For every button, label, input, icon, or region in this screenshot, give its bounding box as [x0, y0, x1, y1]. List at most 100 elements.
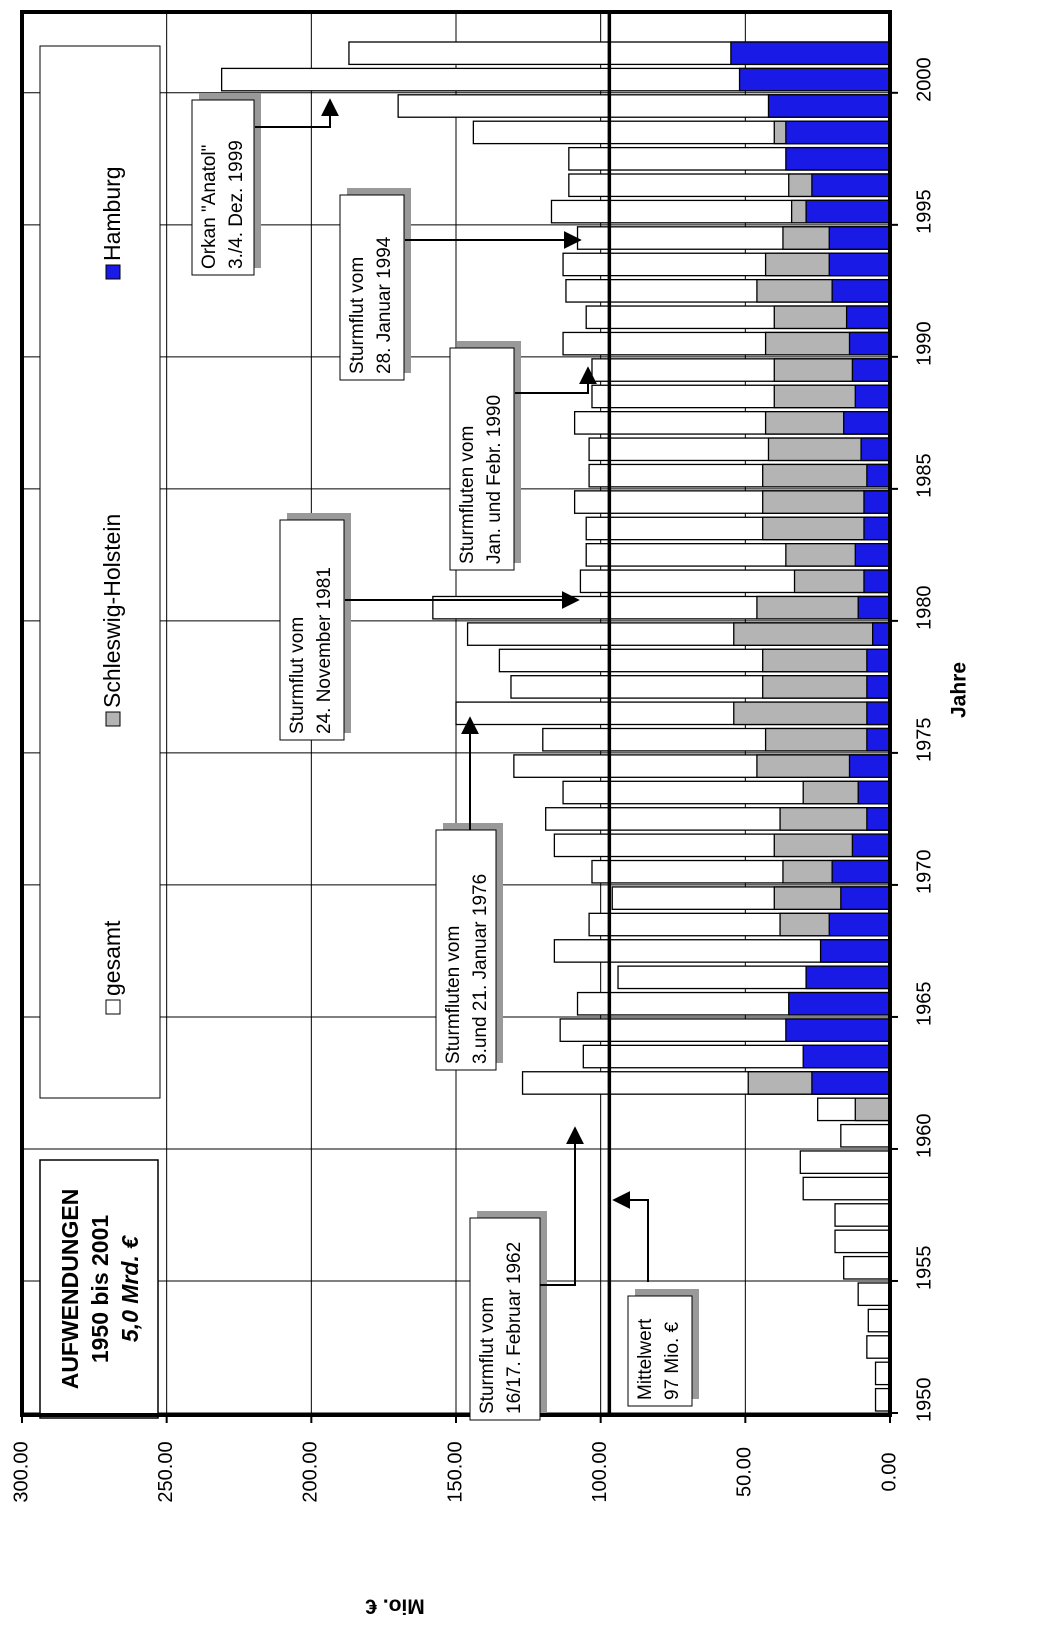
x-axis-label: Jahre — [948, 662, 971, 718]
y-tick-label: 150.00 — [444, 1441, 466, 1502]
bar — [831, 278, 891, 303]
bar — [866, 675, 891, 699]
bar — [840, 886, 891, 910]
bar — [785, 146, 891, 171]
bar — [805, 965, 891, 990]
bar — [866, 701, 891, 726]
bar — [802, 1044, 891, 1069]
bar — [811, 173, 891, 198]
bar — [819, 939, 891, 963]
title-box — [39, 1159, 159, 1419]
legend-swatch — [105, 711, 121, 727]
chart-subtitle: 5,0 Mrd. € — [117, 1235, 143, 1342]
bar — [863, 490, 891, 514]
bar — [834, 1203, 891, 1227]
bar — [866, 1335, 891, 1359]
annotation-box — [469, 1217, 541, 1421]
bar — [843, 1255, 891, 1280]
bar — [866, 807, 891, 831]
legend-swatch — [105, 999, 121, 1015]
chart-title: AUFWENDUNGEN — [57, 1189, 83, 1390]
y-tick-label: 50.00 — [734, 1447, 756, 1497]
annotation-box — [279, 519, 345, 741]
x-tick-label: 1970 — [913, 849, 935, 894]
y-axis-label: Mio. € — [365, 1594, 425, 1617]
annotation-text: 24. November 1981 — [314, 567, 335, 734]
bar — [785, 1018, 891, 1042]
x-tick-label: 2000 — [913, 57, 935, 102]
bar — [738, 67, 891, 92]
annotation-text: 3./4. Dez. 1999 — [226, 140, 247, 269]
bar — [828, 252, 891, 277]
annotation-box — [435, 829, 497, 1071]
bar — [857, 1282, 891, 1307]
x-tick-label: 1980 — [913, 585, 935, 630]
bar — [866, 727, 891, 752]
bar — [854, 543, 891, 567]
x-tick-label: 1995 — [913, 189, 935, 234]
y-tick-label: 0.00 — [878, 1453, 900, 1492]
bar — [845, 305, 891, 330]
bar — [857, 780, 891, 805]
annotation-text: Sturmflut vom — [347, 257, 368, 374]
grid: 0.00 50.00 100.00 150.00 200.00 250.00 300.00 1… — [10, 12, 935, 1503]
bar — [802, 1176, 891, 1201]
annotation-text: Sturmfluten vom — [443, 926, 464, 1064]
bar — [788, 991, 891, 1016]
y-tick-label: 200.00 — [300, 1441, 322, 1502]
bar — [871, 622, 891, 646]
plot-frame — [20, 10, 892, 1417]
bar — [863, 516, 891, 541]
x-tick-label: 1975 — [913, 717, 935, 762]
legend-box — [39, 45, 161, 1099]
y-tick-label: 300.00 — [10, 1441, 32, 1502]
x-tick-label: 1950 — [913, 1378, 935, 1423]
x-tick-label: 1965 — [913, 981, 935, 1026]
bar — [863, 569, 891, 594]
bar — [843, 411, 891, 435]
bar — [851, 358, 891, 382]
x-tick-label: 1985 — [913, 453, 935, 498]
bar — [840, 1123, 891, 1148]
y-tick-label: 250.00 — [155, 1441, 177, 1502]
bar — [866, 648, 891, 673]
annotation-box — [627, 1295, 693, 1407]
legend-label: gesamt — [99, 920, 125, 996]
bar — [848, 754, 891, 778]
annotation-text: 16/17. Februar 1962 — [504, 1242, 525, 1414]
bar — [854, 384, 891, 409]
bar — [831, 859, 891, 884]
legend-swatch — [105, 264, 121, 280]
annotation-text: Orkan "Anatol" — [199, 145, 220, 269]
bar — [867, 1308, 891, 1333]
annotation-arrow — [515, 366, 597, 394]
bar — [834, 1229, 891, 1254]
legend-label: Hamburg — [99, 166, 125, 261]
bar — [857, 595, 891, 620]
annotation-text: 3.und 21. Januar 1976 — [470, 874, 491, 1064]
annotation-text: Sturmflut vom — [287, 617, 308, 734]
bar — [851, 833, 891, 858]
annotation-text: 97 Mio. € — [662, 1321, 683, 1400]
annotation-box — [339, 194, 405, 381]
annotation-text: Mittelwert — [635, 1318, 656, 1400]
bar — [854, 1097, 891, 1122]
bar — [767, 94, 891, 118]
bar — [866, 463, 891, 488]
bar — [785, 120, 891, 145]
annotation-arrow — [612, 1191, 649, 1282]
annotation-arrow — [255, 98, 339, 128]
annotation-text: Sturmflut vom — [477, 1297, 498, 1414]
bar — [860, 437, 891, 462]
annotation-text: Sturmfluten vom — [457, 426, 478, 564]
bar — [848, 331, 891, 356]
bar — [730, 41, 891, 66]
bar — [828, 912, 891, 937]
foreground: gesamt Schleswig-Holstein Hamburg Sturmflut… — [20, 10, 892, 1421]
annotation-text: 28. Januar 1994 — [374, 236, 395, 374]
bar — [811, 1071, 891, 1095]
bar — [799, 1150, 891, 1175]
annotation-text: Jan. und Febr. 1990 — [484, 395, 505, 564]
annotation-arrow — [540, 1126, 584, 1286]
